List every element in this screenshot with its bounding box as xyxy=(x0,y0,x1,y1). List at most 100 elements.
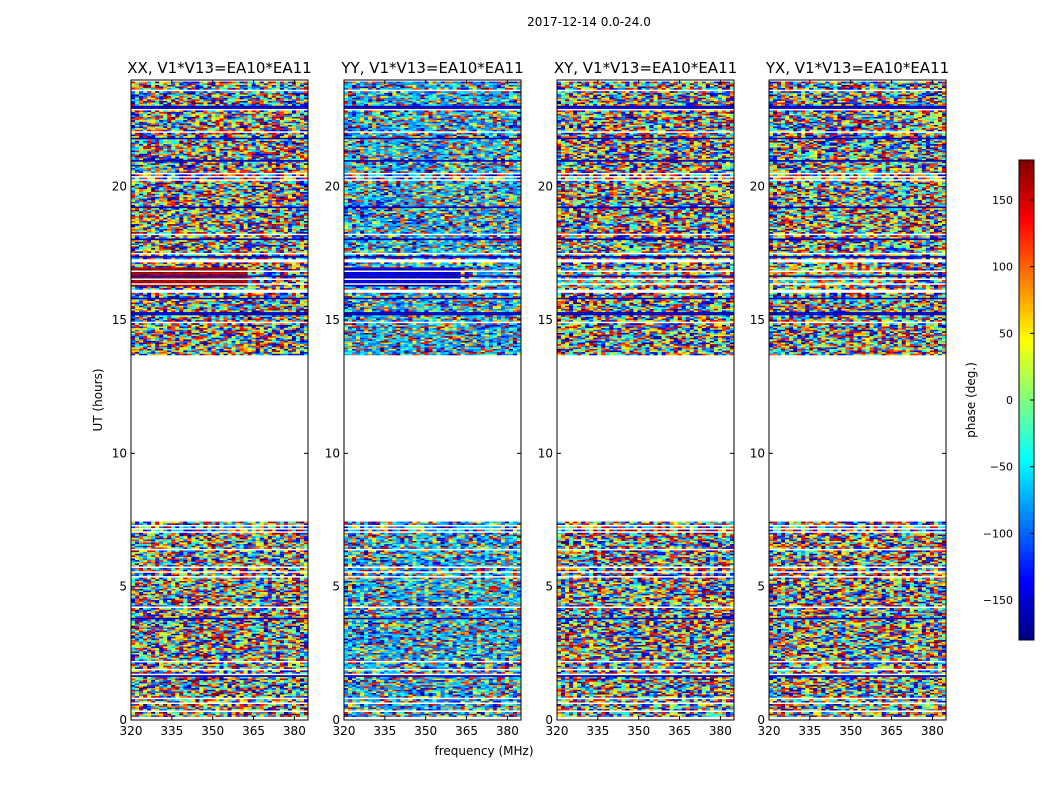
phase-cell xyxy=(183,633,188,636)
phase-cell xyxy=(163,539,168,541)
phase-cell xyxy=(187,638,192,641)
phase-cell xyxy=(291,568,297,570)
phase-cell xyxy=(223,537,228,540)
phase-cell xyxy=(191,699,196,701)
phase-cell xyxy=(171,609,176,612)
phase-cell xyxy=(151,558,156,561)
phase-cell xyxy=(207,617,212,620)
phase-cell xyxy=(167,616,172,618)
phase-cell xyxy=(163,585,168,588)
phase-cell xyxy=(295,550,301,553)
phase-cell xyxy=(283,574,289,577)
phase-cell xyxy=(143,624,148,626)
phase-cell xyxy=(131,641,136,644)
phase-cell xyxy=(139,544,144,546)
phase-cell xyxy=(175,609,180,612)
phase-cell xyxy=(255,539,261,541)
phase-cell xyxy=(159,696,164,698)
phase-cell xyxy=(199,572,204,575)
phase-cell xyxy=(279,552,285,554)
phase-cell xyxy=(187,584,192,586)
phase-cell xyxy=(179,635,184,637)
phase-cell xyxy=(183,664,188,666)
phase-cell xyxy=(147,574,152,577)
phase-cell xyxy=(203,553,208,556)
phase-cell xyxy=(287,638,293,641)
phase-cell xyxy=(243,672,248,674)
phase-cell xyxy=(159,601,164,604)
phase-cell xyxy=(255,700,261,703)
phase-cell xyxy=(207,569,212,572)
phase-cell xyxy=(275,564,281,567)
phase-cell xyxy=(211,700,216,703)
phase-cell xyxy=(259,584,265,586)
phase-cell xyxy=(191,347,196,349)
phase-cell xyxy=(223,532,228,535)
phase-cell xyxy=(263,624,269,626)
phase-cell xyxy=(171,656,176,658)
phase-cell xyxy=(239,532,244,535)
phase-cell xyxy=(251,348,256,351)
phase-cell xyxy=(219,529,224,532)
phase-cell xyxy=(275,609,281,612)
phase-cell xyxy=(159,640,164,642)
phase-cell xyxy=(211,600,216,602)
phase-cell xyxy=(199,675,204,677)
phase-cell xyxy=(263,561,269,564)
phase-cell xyxy=(287,694,293,697)
phase-cell xyxy=(263,547,269,549)
phase-cell xyxy=(235,542,240,545)
phase-cell xyxy=(167,688,172,690)
phase-cell xyxy=(279,713,285,716)
phase-cell xyxy=(235,526,240,529)
phase-cell xyxy=(215,696,220,698)
phase-cell xyxy=(215,704,220,706)
phase-cell xyxy=(247,652,252,655)
phase-cell xyxy=(295,686,301,689)
phase-cell xyxy=(179,526,184,529)
phase-cell xyxy=(231,585,236,588)
phase-cell xyxy=(295,656,301,658)
phase-cell xyxy=(287,654,293,657)
phase-cell xyxy=(135,585,140,588)
phase-cell xyxy=(243,620,248,623)
phase-cell xyxy=(223,649,228,652)
phase-cell xyxy=(203,646,208,649)
phase-cell xyxy=(163,553,168,556)
phase-cell xyxy=(267,584,273,586)
phase-cell xyxy=(147,532,152,535)
phase-cell xyxy=(215,526,220,529)
phase-cell xyxy=(151,608,156,610)
phase-cell xyxy=(283,592,289,594)
phase-cell xyxy=(219,555,224,557)
phase-cell xyxy=(223,638,228,641)
phase-cell xyxy=(167,676,172,679)
phase-cell xyxy=(175,345,180,348)
phase-cell xyxy=(283,705,289,708)
phase-cell xyxy=(207,584,212,586)
phase-cell xyxy=(279,662,285,665)
phase-cell xyxy=(275,676,281,679)
phase-cell xyxy=(211,609,216,612)
phase-cell xyxy=(251,347,256,349)
phase-cell xyxy=(287,593,293,596)
phase-cell xyxy=(215,568,220,570)
phase-cell xyxy=(163,584,168,586)
phase-cell xyxy=(171,694,176,697)
phase-cell xyxy=(291,523,297,525)
phase-cell xyxy=(239,683,244,685)
phase-cell xyxy=(211,350,216,353)
phase-cell xyxy=(139,608,144,610)
phase-cell xyxy=(147,595,152,597)
phase-cell xyxy=(239,592,244,594)
phase-cell xyxy=(267,624,273,626)
phase-cell xyxy=(267,672,273,674)
phase-cell xyxy=(139,686,144,689)
phase-cell xyxy=(239,568,244,570)
phase-cell xyxy=(239,708,244,711)
phase-cell xyxy=(247,680,252,682)
phase-cell xyxy=(291,550,297,553)
phase-cell xyxy=(131,347,136,349)
phase-cell xyxy=(271,620,277,623)
phase-cell xyxy=(147,352,152,354)
